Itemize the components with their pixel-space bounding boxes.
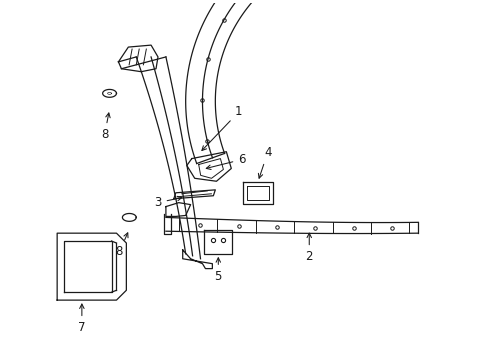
Text: 1: 1 bbox=[202, 105, 242, 150]
Text: 6: 6 bbox=[206, 153, 245, 170]
Text: 5: 5 bbox=[214, 258, 222, 283]
Text: 4: 4 bbox=[258, 146, 271, 178]
Text: 7: 7 bbox=[78, 304, 85, 334]
Text: 8: 8 bbox=[101, 113, 110, 141]
Text: 2: 2 bbox=[305, 233, 312, 263]
Text: 3: 3 bbox=[154, 196, 182, 209]
Text: 8: 8 bbox=[116, 233, 128, 258]
